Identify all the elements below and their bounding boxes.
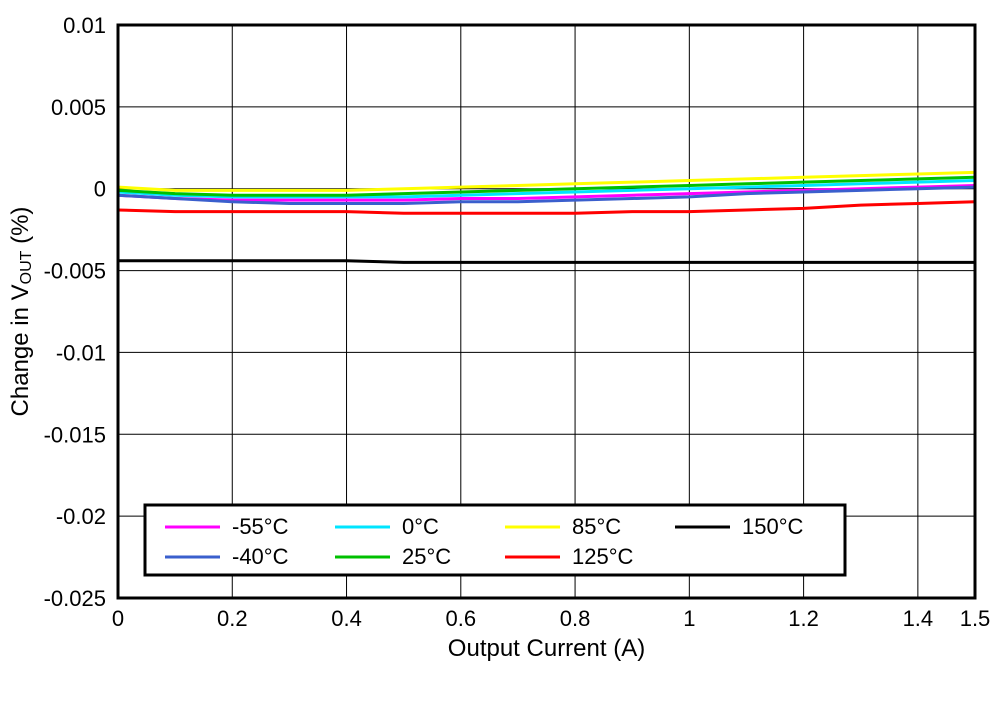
y-tick-label: 0 [94, 177, 106, 202]
x-tick-label: 0 [112, 606, 124, 631]
x-axis-label: Output Current (A) [448, 635, 645, 662]
x-tick-label: 1.2 [788, 606, 819, 631]
y-axis-label: Change in VOUT (%) [7, 207, 35, 417]
x-tick-label: 1.5 [960, 606, 991, 631]
y-tick-label: -0.02 [56, 504, 106, 529]
y-tick-label: -0.025 [44, 586, 106, 611]
legend-label: 25°C [402, 544, 451, 569]
legend-label: 125°C [572, 544, 634, 569]
legend-label: -55°C [232, 514, 289, 539]
y-tick-label: 0.01 [63, 13, 106, 38]
y-tick-label: 0.005 [51, 95, 106, 120]
y-tick-label: -0.015 [44, 422, 106, 447]
legend-label: 85°C [572, 514, 621, 539]
x-tick-label: 0.6 [446, 606, 477, 631]
series-line [118, 261, 975, 263]
x-tick-label: 0.8 [560, 606, 591, 631]
chart-container: -55°C 0°C 85°C 150°C -40°C 25°C 125°C 0 0.2 0.4 0.… [0, 0, 994, 701]
x-tick-label: 0.2 [217, 606, 248, 631]
legend-label: -40°C [232, 544, 289, 569]
x-tick-label: 1 [683, 606, 695, 631]
x-tick-label: 0.4 [331, 606, 362, 631]
y-tick-label: -0.01 [56, 340, 106, 365]
x-tick-label: 1.4 [903, 606, 934, 631]
legend-label: 150°C [742, 514, 804, 539]
y-tick-label: -0.005 [44, 259, 106, 284]
line-chart: -55°C 0°C 85°C 150°C -40°C 25°C 125°C 0 0.2 0.4 0.… [0, 0, 994, 701]
legend-label: 0°C [402, 514, 439, 539]
